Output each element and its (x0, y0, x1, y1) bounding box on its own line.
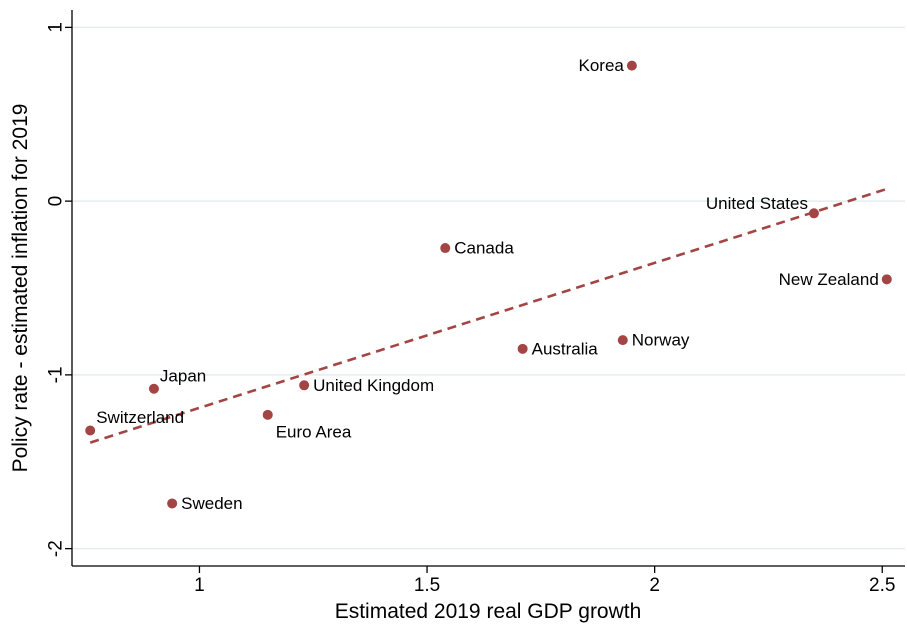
data-point (808, 208, 819, 219)
point-label: Canada (454, 239, 514, 258)
x-tick-label: 1.5 (414, 575, 440, 596)
point-label: Euro Area (276, 422, 352, 441)
fit-line-layer (89, 187, 888, 444)
data-point (626, 60, 637, 71)
data-point (85, 425, 96, 436)
point-label: Sweden (181, 494, 242, 513)
y-tick-label: 1 (46, 22, 67, 33)
point-label: Norway (632, 331, 690, 350)
point-label: Australia (532, 339, 599, 358)
fit-line (89, 187, 888, 444)
data-point (262, 409, 273, 420)
gridlines (72, 26, 905, 550)
data-point (440, 243, 451, 254)
point-labels: Korea United States New Zealand Canada Norwa… (96, 56, 879, 513)
point-label: Switzerland (96, 408, 184, 427)
data-point (167, 498, 178, 509)
x-axis-title: Estimated 2019 real GDP growth (335, 600, 642, 623)
x-tick-label: 2.5 (869, 575, 895, 596)
data-point (299, 380, 310, 391)
y-axis-title: Policy rate - estimated inflation for 20… (9, 104, 32, 473)
axis-ticks: -2 -1 0 1 1 1.5 2 2.5 (46, 22, 896, 596)
data-point (148, 383, 159, 394)
y-tick-label: 0 (46, 196, 67, 207)
point-label: Korea (579, 56, 625, 75)
point-label: New Zealand (779, 270, 879, 289)
axes (71, 10, 905, 567)
point-label: United Kingdom (313, 376, 434, 395)
data-points (85, 60, 892, 509)
point-label: United States (706, 194, 808, 213)
point-label: Japan (160, 366, 206, 385)
y-tick-label: -1 (46, 366, 67, 383)
data-point (517, 343, 528, 354)
data-point (617, 335, 628, 346)
x-tick-label: 2 (649, 575, 660, 596)
x-tick-label: 1 (194, 575, 205, 596)
data-point (881, 274, 892, 285)
y-tick-label: -2 (46, 540, 67, 557)
